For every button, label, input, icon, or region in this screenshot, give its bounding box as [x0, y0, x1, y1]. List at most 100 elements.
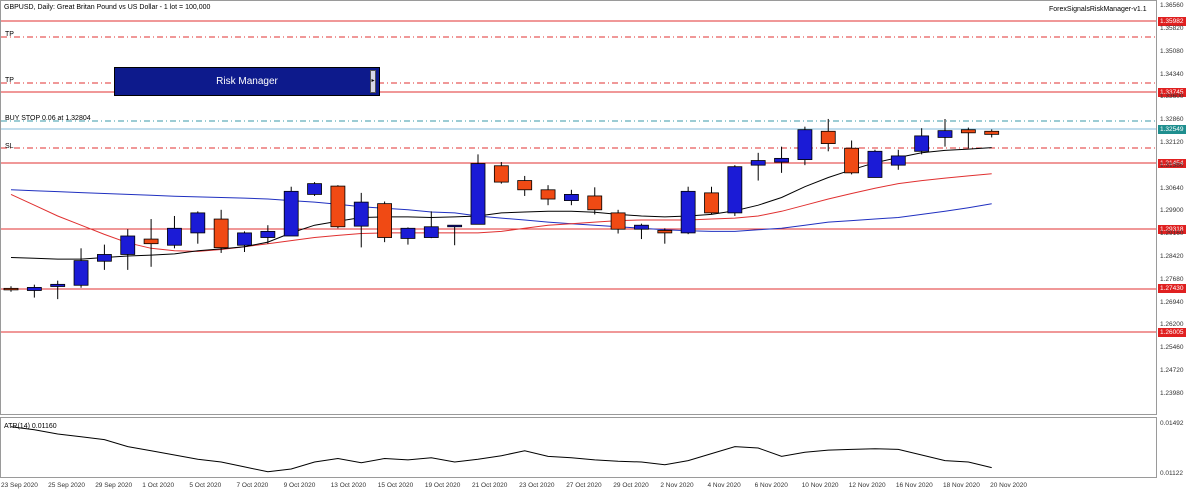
price-tag-level-1: 1.35982	[1158, 17, 1186, 26]
candle-body	[610, 212, 626, 230]
price-axis-label: 1.36560	[1160, 2, 1184, 10]
candle-body	[73, 260, 89, 286]
time-axis-label: 23 Sep 2020	[1, 482, 38, 489]
candle-body	[190, 212, 206, 234]
price-axis-label: 1.31380	[1160, 161, 1184, 169]
candle-body	[493, 165, 509, 183]
price-axis-label: 1.26940	[1160, 298, 1184, 306]
candle-body	[657, 230, 673, 234]
price-tag-level-2: 1.33745	[1158, 88, 1186, 97]
candle-body	[307, 183, 322, 195]
candle-body	[937, 130, 953, 138]
risk-manager-label: Risk Manager	[216, 76, 278, 87]
time-axis-label: 1 Oct 2020	[142, 482, 175, 489]
collapse-handle-icon[interactable]: ▸	[370, 70, 376, 93]
candle-body	[353, 201, 369, 227]
time-axis-label: 9 Oct 2020	[283, 482, 316, 489]
candle-body	[774, 157, 789, 163]
candle-body	[167, 227, 182, 246]
candle-body	[423, 226, 439, 238]
candle-body	[680, 190, 696, 234]
time-axis-label: 20 Nov 2020	[990, 482, 1027, 489]
time-axis-label: 29 Sep 2020	[95, 482, 133, 489]
price-tag-level-3: 1.31454	[1158, 159, 1186, 168]
time-axis-label: 7 Oct 2020	[236, 482, 269, 489]
price-axis-label: 1.35080	[1160, 47, 1184, 55]
sl-label: SL	[5, 143, 14, 150]
candle-body	[377, 203, 393, 238]
candle-body	[564, 194, 579, 201]
candle-body	[914, 135, 930, 152]
candle-body	[634, 224, 649, 230]
price-axis-label: 1.35820	[1160, 25, 1184, 33]
time-axis-label: 18 Nov 2020	[943, 482, 980, 489]
time-axis-label: 21 Oct 2020	[472, 482, 508, 489]
atr-axis-label: 0.01122	[1160, 470, 1184, 477]
price-axis-label: 1.29160	[1160, 230, 1184, 238]
price-axis-label: 1.34340	[1160, 70, 1184, 78]
price-tag-level-5: 1.27430	[1158, 284, 1186, 293]
price-tag-level-6: 1.26005	[1158, 328, 1186, 337]
candle-body	[704, 192, 719, 214]
candle-body	[213, 218, 229, 249]
sma-fast-line	[10, 147, 992, 260]
candle-body	[960, 129, 976, 134]
candle-body	[890, 155, 906, 166]
tp1-label: TP	[5, 31, 14, 38]
candle-body	[400, 227, 416, 239]
price-axis-label: 1.25460	[1160, 344, 1184, 352]
candle-body	[97, 254, 112, 262]
tp2-label: TP	[5, 77, 14, 84]
sma-mid-line	[10, 173, 992, 252]
time-axis-label: 27 Oct 2020	[566, 482, 602, 489]
candle-body	[26, 287, 42, 291]
atr-line	[10, 426, 992, 473]
price-tag-current: 1.32549	[1158, 125, 1186, 134]
candle-body	[984, 130, 1000, 135]
candle-body	[447, 224, 463, 228]
candle-body	[540, 189, 556, 200]
time-axis-label: 12 Nov 2020	[848, 482, 886, 489]
price-axis-label: 1.27680	[1160, 275, 1184, 283]
time-axis-label: 25 Sep 2020	[48, 482, 85, 489]
time-axis-label: 16 Nov 2020	[895, 482, 933, 489]
price-tag-level-4: 1.29318	[1158, 225, 1186, 234]
candle-body	[587, 195, 603, 211]
time-axis-label: 29 Oct 2020	[613, 482, 649, 489]
candle-body	[844, 147, 859, 174]
candle-body	[3, 287, 19, 291]
candle-body	[260, 230, 276, 238]
candle-body	[820, 130, 836, 144]
time-axis-label: 2 Nov 2020	[660, 482, 694, 489]
candle-body	[727, 166, 743, 214]
price-axis-label: 1.28420	[1160, 252, 1184, 260]
time-axis-label: 6 Nov 2020	[754, 482, 788, 489]
candle-body	[237, 232, 252, 246]
time-axis-label: 5 Oct 2020	[189, 482, 222, 489]
candle-body	[143, 238, 159, 245]
buy-stop-label: BUY STOP 0.06 at 1.32804	[5, 115, 91, 122]
atr-indicator-panel[interactable]	[0, 417, 1157, 478]
candle-body	[750, 160, 766, 166]
time-axis-label: 23 Oct 2020	[519, 482, 555, 489]
price-axis-label: 1.33600	[1160, 93, 1184, 101]
chart-title: GBPUSD, Daily: Great Britan Pound vs US …	[4, 4, 211, 11]
time-axis-label: 13 Oct 2020	[330, 482, 367, 489]
price-axis-label: 1.29900	[1160, 207, 1184, 215]
candle-body	[120, 235, 136, 255]
candle-body	[517, 180, 533, 191]
price-axis-label: 1.32120	[1160, 138, 1184, 146]
atr-axis-label: 0.01492	[1160, 420, 1184, 427]
atr-label: ATR(14) 0.01160	[4, 423, 57, 430]
candle-body	[330, 185, 346, 228]
time-axis-label: 10 Nov 2020	[801, 482, 839, 489]
candle-body	[50, 283, 66, 287]
time-axis-label: 4 Nov 2020	[707, 482, 741, 489]
price-axis-label: 1.30640	[1160, 184, 1184, 192]
time-axis-label: 19 Oct 2020	[424, 482, 461, 489]
price-chart-panel[interactable]	[0, 0, 1157, 415]
risk-manager-button[interactable]: Risk Manager ▸	[114, 67, 380, 96]
candle-body	[797, 129, 813, 161]
